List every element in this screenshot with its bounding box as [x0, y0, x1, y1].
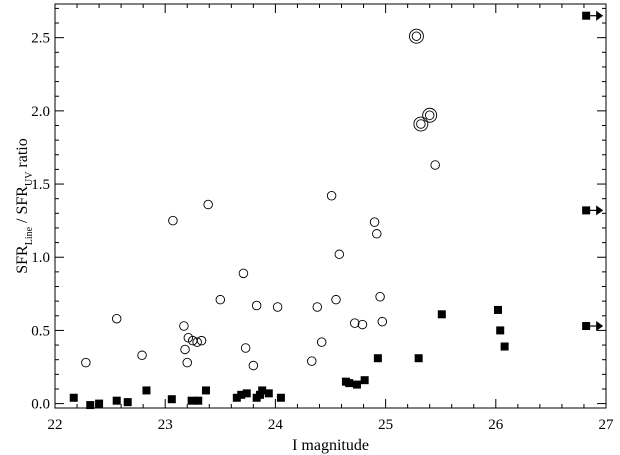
open-circle-point [357, 319, 368, 330]
filled-square-point [345, 379, 354, 388]
y-tick-label: 2.0 [31, 104, 50, 120]
open-circle-point [372, 229, 382, 239]
axis-tick-labels: 22 23 24 25 26 27 0.0 0.5 1.0 1.5 2.0 2.5 [31, 31, 614, 433]
filled-square-point [373, 354, 382, 363]
filled-square-point [187, 396, 196, 405]
y-axis-title: SFRLine / SFRUV ratio [14, 138, 35, 274]
y-tick-label: 1.5 [31, 177, 50, 193]
filled-square-point [414, 354, 423, 363]
y-axis-title-part1: SFR [14, 245, 31, 274]
filled-square-point [276, 393, 285, 402]
open-circle-point [316, 337, 327, 347]
y-axis-title-sep: / SFR [14, 186, 31, 227]
plot-frame [54, 3, 607, 409]
open-circle-point [240, 343, 251, 353]
open-circle-point [192, 337, 202, 347]
filled-square-point [360, 376, 369, 385]
filled-square-point [242, 389, 251, 398]
open-circle-point [430, 160, 440, 170]
x-tick-label: 24 [268, 417, 284, 433]
inner-circle [411, 31, 422, 41]
filled-square-point [86, 401, 95, 410]
open-circle-point [369, 217, 380, 227]
open-circle-point [326, 191, 337, 201]
open-circle-point [203, 199, 213, 210]
arrow-head [596, 10, 604, 21]
filled-square-point [494, 305, 503, 314]
y-tick-label: 0.0 [31, 397, 50, 413]
filled-square [582, 206, 591, 215]
filled-square-point [112, 396, 121, 405]
filled-square-point [496, 326, 505, 335]
x-axis-title: I magnitude [292, 437, 369, 454]
double-circle-point [409, 28, 424, 44]
lower-limit-arrow-point [582, 205, 604, 216]
open-circle-point [238, 268, 249, 279]
inner-circle [416, 119, 426, 129]
open-circle-point [179, 321, 189, 331]
y-axis-title-part2: ratio [14, 138, 31, 171]
outer-circle [413, 116, 429, 132]
data-points [69, 10, 604, 410]
filled-square-point [194, 396, 203, 405]
inner-circle [424, 110, 435, 120]
open-circle-point [377, 316, 388, 327]
filled-square-point [167, 395, 176, 404]
filled-square-point [264, 389, 273, 398]
y-tick-label: 1.0 [31, 250, 50, 266]
filled-square-point [95, 399, 104, 408]
x-tick-label: 26 [488, 417, 504, 433]
outer-circle [422, 107, 438, 123]
open-circle-point [111, 313, 122, 324]
open-circle-point [307, 356, 317, 366]
filled-square-point [237, 390, 246, 399]
open-circle-point [196, 335, 207, 346]
y-axis-title-sub1: Line [24, 226, 35, 245]
axis-ticks [54, 4, 607, 408]
open-circle-point [331, 294, 341, 305]
filled-square-point [123, 398, 132, 407]
open-circle-point [334, 249, 345, 260]
lower-limit-arrow-point [582, 10, 604, 21]
open-circle-point [180, 344, 190, 355]
filled-square-point [201, 386, 210, 395]
y-axis-title-sub2: UV [24, 171, 35, 186]
x-tick-label: 22 [48, 417, 63, 433]
open-circle-point [248, 360, 259, 371]
filled-square-point [500, 342, 509, 351]
double-circle-point [422, 107, 438, 123]
filled-square-point [258, 386, 267, 395]
x-tick-label: 27 [599, 417, 615, 433]
filled-square-point [69, 393, 78, 402]
lower-limit-arrow-point [582, 321, 604, 332]
filled-square [582, 11, 591, 20]
open-circle-point [215, 294, 226, 305]
filled-square [582, 322, 591, 331]
filled-square-point [232, 393, 241, 402]
open-circle-point [251, 300, 262, 311]
open-circle-point [312, 302, 323, 312]
filled-square-point [437, 310, 446, 319]
x-tick-label: 23 [158, 417, 173, 433]
y-tick-label: 0.5 [31, 323, 50, 339]
arrow-head [596, 205, 604, 216]
y-tick-label: 2.5 [31, 31, 50, 47]
open-circle-point [272, 302, 283, 312]
open-circle-point [375, 292, 385, 302]
filled-square-point [142, 386, 151, 395]
open-circle-point [168, 215, 178, 226]
open-circle-point [81, 357, 91, 368]
open-circle-point [182, 357, 192, 368]
outer-circle [409, 28, 424, 44]
arrow-head [596, 321, 604, 332]
double-circle-point [413, 116, 429, 132]
filled-square-point [255, 390, 264, 399]
filled-square-point [352, 380, 361, 389]
open-circle-point [349, 318, 360, 328]
open-circle-point [137, 350, 147, 361]
x-tick-label: 25 [378, 417, 393, 433]
